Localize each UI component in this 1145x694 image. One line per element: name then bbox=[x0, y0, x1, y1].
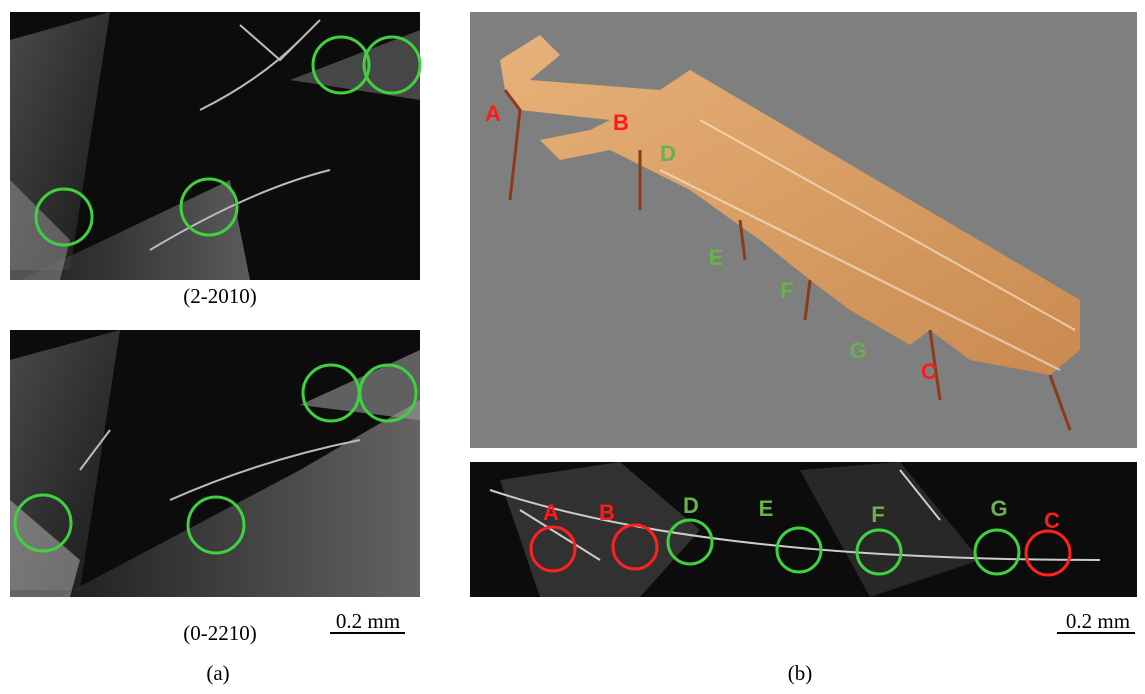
topograph-image-1 bbox=[10, 12, 420, 280]
xray-strip bbox=[470, 462, 1137, 597]
image-caption: (2-2010) bbox=[183, 284, 256, 308]
defect-label: D bbox=[660, 141, 676, 166]
defect-label: E bbox=[759, 496, 774, 521]
topograph-image-2 bbox=[10, 330, 420, 597]
panel-label: (a) bbox=[206, 661, 229, 685]
defect-label: A bbox=[485, 101, 501, 126]
defect-label: C bbox=[1044, 508, 1060, 533]
topography-3d bbox=[470, 12, 1137, 448]
image-caption: (0-2210) bbox=[183, 621, 256, 645]
scale-bar-label: 0.2 mm bbox=[1066, 609, 1130, 633]
defect-label: G bbox=[849, 338, 866, 363]
panel-label: (b) bbox=[788, 661, 813, 685]
defect-label: F bbox=[871, 502, 884, 527]
defect-label: B bbox=[613, 110, 629, 135]
scale-bar-label: 0.2 mm bbox=[336, 609, 400, 633]
defect-label: D bbox=[683, 493, 699, 518]
defect-label: B bbox=[599, 500, 615, 525]
defect-label: F bbox=[780, 278, 793, 303]
figure: (2-2010) (0-2210) 0.2 mm (a) A B D E F G… bbox=[0, 0, 1145, 694]
defect-label: E bbox=[709, 245, 724, 270]
defect-label: A bbox=[543, 500, 559, 525]
defect-label: C bbox=[921, 359, 937, 384]
defect-label: G bbox=[990, 496, 1007, 521]
